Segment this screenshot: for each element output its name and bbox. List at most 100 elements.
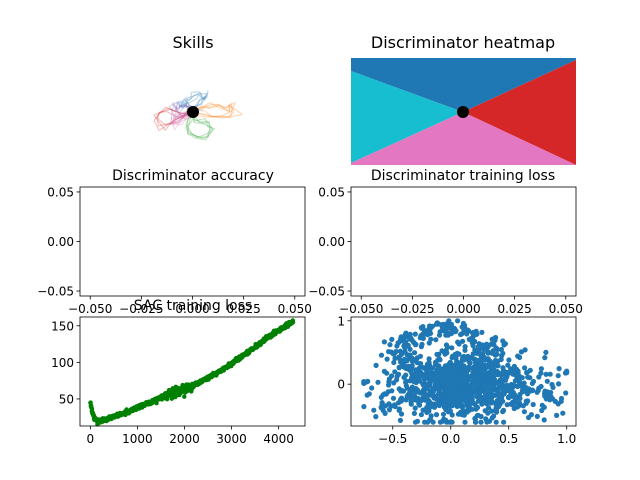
accuracy-y-tick-label: 0.05 [47,185,74,199]
skills-panel: Skills [153,33,244,141]
skill-trajectory [175,90,209,114]
scatter-point [428,336,434,342]
scatter-point [450,329,456,335]
scatter-point [482,369,488,375]
scatter-point [493,407,500,414]
scatter-point [506,357,512,363]
scatter-point [398,411,405,417]
scatter-point [422,372,428,379]
scatter-point [463,327,469,334]
scatter-point [412,405,418,411]
scatter-point [433,321,439,327]
scatter-point [448,324,454,330]
scatter-point [530,378,537,385]
scatter-point [544,378,550,384]
disc-loss-axes [350,186,577,297]
scatter-point [371,407,377,413]
scatter-point [513,368,519,374]
scatter-point [397,356,403,362]
scatter-point [375,379,381,385]
scatter-point [494,346,500,353]
scatter-point [422,419,428,425]
scatter-point [381,368,387,374]
accuracy-x-tick-label: 0.025 [226,302,260,316]
scatter-point [382,403,388,409]
scatter-point [485,410,491,416]
scatter-point [398,351,405,357]
scatter-point [484,341,490,347]
scatter-point [437,419,443,425]
scatter-point [384,356,390,362]
scatter-point [409,375,415,381]
scatter-point [462,344,468,350]
scatter-point [563,390,569,396]
scatter-point [478,365,484,371]
scatter-point [412,419,419,425]
scatter-point [396,406,402,412]
scatter-point [482,375,488,381]
skills-origin-marker [187,106,199,118]
scatter-point [492,368,498,374]
scatter-point [444,344,451,350]
scatter-point [387,342,393,348]
scatter-point [536,374,542,380]
scatter-point [526,386,532,392]
scatter-point [498,346,504,353]
sac-loss-y-tick-label: 150 [51,319,74,333]
sac-loss-ticks: 0 1000 2000 3000 4000 150 100 50 [51,319,294,446]
scatter-point [415,370,421,376]
scatter-point [478,397,484,403]
disc-loss-ticks: −0.050 −0.025 0.000 0.025 0.050 0.05 0.00 −0.05 [308,185,583,316]
scatter-ticks: −0.5 0.0 0.5 1.0 1 0 [337,314,576,446]
scatter-point [500,407,507,413]
skill-trajectory [186,112,214,141]
scatter-point [394,343,400,349]
disc-loss-y-tick-label: 0.05 [318,185,345,199]
scatter-point [443,327,449,333]
scatter-point [542,388,548,394]
scatter-point [445,409,451,415]
scatter-point [452,362,458,368]
scatter-point [474,404,481,411]
scatter-point [489,408,495,414]
scatter-point [426,326,432,332]
scatter-point [505,362,511,368]
sac-loss-y-tick-label: 50 [59,392,74,406]
scatter-point [427,390,433,396]
scatter-point [418,412,424,418]
accuracy-ticks: −0.050 −0.025 0.000 0.025 0.050 0.05 0.00 −0.05 [37,185,312,316]
scatter-point [501,419,507,425]
scatter-x-tick-label: −0.5 [378,432,407,446]
scatter-point [448,376,454,382]
sac-loss-x-tick-label: 2000 [169,432,200,446]
scatter-point [436,391,442,397]
scatter-point [440,411,447,417]
disc-loss-x-tick-label: −0.025 [390,302,434,316]
scatter-y-tick-label: 0 [337,378,345,392]
scatter-point [468,354,474,361]
scatter-point [427,379,433,386]
sac-loss-panel: 0 1000 2000 3000 4000 150 100 50 SAC training l… [51,298,306,446]
scatter-point [392,403,398,410]
scatter-point [427,417,433,423]
scatter-point [517,354,523,360]
scatter-points [361,318,570,425]
scatter-point [547,395,553,401]
heatmap-title: Discriminator heatmap [371,33,555,52]
sac-loss-point [182,394,187,399]
scatter-point [496,404,502,410]
scatter-point [455,318,461,324]
scatter-point [543,349,549,355]
scatter-point [456,370,463,376]
scatter-point [452,351,458,357]
heatmap-panel: Discriminator heatmap [351,33,576,165]
scatter-point [500,398,506,404]
scatter-point [434,351,440,357]
scatter-point [490,384,496,390]
scatter-point [499,381,505,387]
scatter-point [549,381,555,388]
scatter-x-tick-label: 0.0 [441,432,460,446]
scatter-point [474,394,480,400]
scatter-point [491,373,497,379]
